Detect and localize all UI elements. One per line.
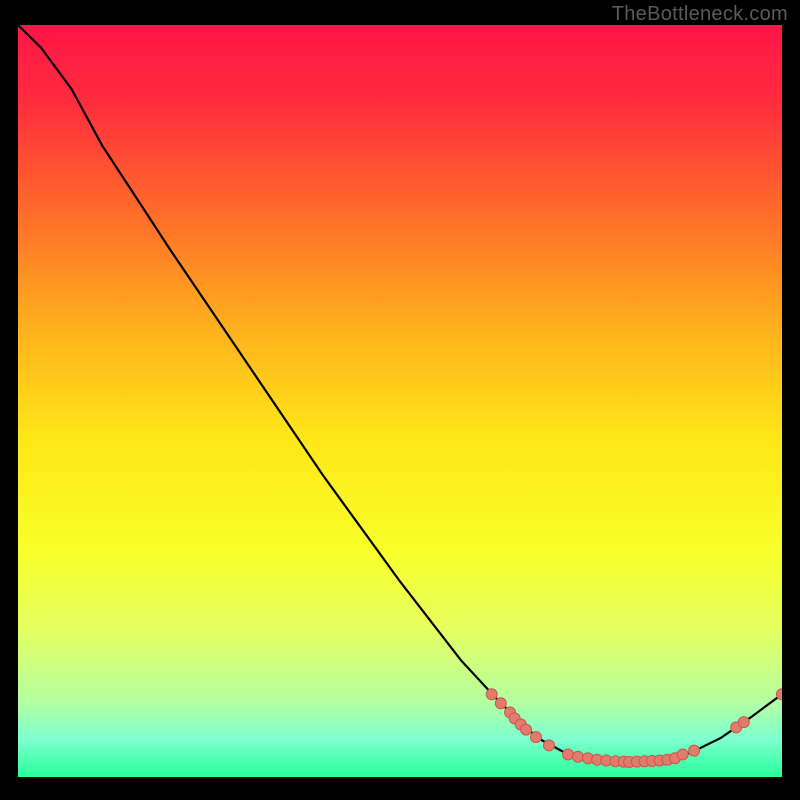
plot-background: [18, 25, 782, 777]
curve-marker: [543, 740, 554, 751]
bottleneck-chart: [18, 25, 782, 777]
curve-marker: [563, 749, 574, 760]
curve-marker: [495, 698, 506, 709]
curve-marker: [530, 732, 541, 743]
curve-marker: [689, 745, 700, 756]
watermark-text: TheBottleneck.com: [612, 3, 788, 26]
chart-svg: [18, 25, 782, 777]
curve-marker: [738, 717, 749, 728]
curve-marker: [521, 724, 532, 735]
curve-marker: [677, 749, 688, 760]
curve-marker: [573, 751, 584, 762]
curve-marker: [486, 689, 497, 700]
